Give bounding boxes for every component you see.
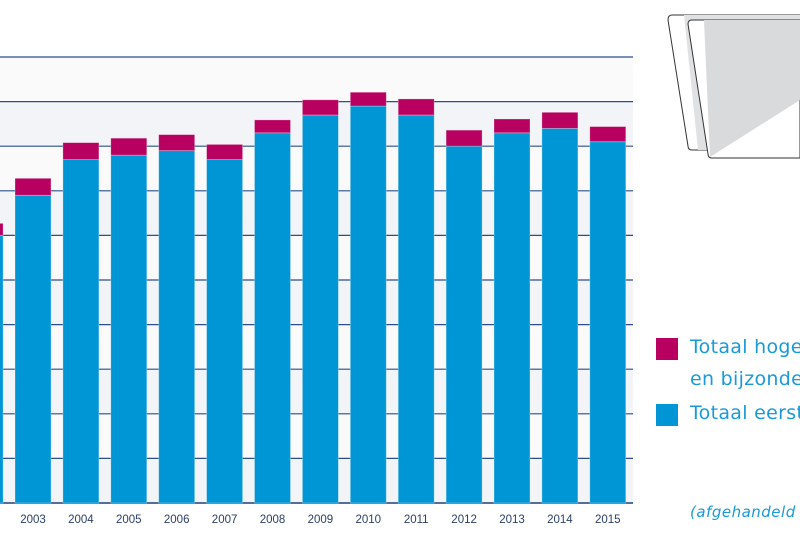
x-tick-label: 2007 (212, 514, 238, 526)
stacked-bar-chart: 2003 2004 2005 2006 2007 2008 2009 2010 2011 2012… (0, 56, 633, 526)
bar-blue-partial (0, 234, 4, 504)
x-tick-label: 2008 (260, 514, 286, 526)
legend-label-1a: Totaal hoge (690, 336, 800, 358)
legend-label-2: Totaal eerst (690, 402, 800, 424)
x-tick-label: 2012 (451, 514, 477, 526)
bar-blue-2009 (301, 114, 339, 504)
bar-magenta-2003 (14, 177, 52, 196)
legend-swatch-blue (656, 404, 678, 426)
bar-magenta-2010 (349, 91, 387, 107)
bar-magenta-2008 (254, 119, 291, 134)
bar-magenta-2005 (110, 137, 148, 156)
bar-blue-2003 (14, 194, 52, 504)
legend-swatch-magenta (656, 338, 678, 360)
bar-magenta-2004 (62, 142, 100, 160)
bar-blue-2005 (110, 154, 148, 504)
bar-blue-2010 (349, 105, 387, 504)
bar-blue-2011 (397, 114, 435, 504)
x-tick-label: 2011 (404, 514, 429, 526)
bar-blue-2004 (62, 159, 100, 504)
bar-magenta-2006 (158, 134, 196, 152)
folder-illustration (667, 14, 800, 159)
x-tick-label: 2013 (499, 514, 525, 526)
bar-magenta-2011 (397, 98, 435, 116)
bar-blue-2015 (589, 141, 627, 504)
bar-blue-2013 (493, 132, 531, 504)
bar-magenta-2012 (445, 129, 483, 147)
x-tick-label: 2014 (547, 514, 573, 526)
x-tick-label: 2006 (164, 514, 190, 526)
bar-magenta-partial (0, 222, 4, 236)
x-tick-label: 2015 (595, 514, 621, 526)
x-tick-label: 2010 (356, 514, 382, 526)
legend-label-1b: en bijzonde (690, 368, 800, 390)
bar-magenta-2014 (541, 111, 579, 129)
bar-blue-2008 (254, 132, 291, 504)
footnote: (afgehandeld (690, 503, 796, 521)
x-tick-label: 2003 (20, 514, 46, 526)
bar-magenta-2009 (301, 99, 339, 116)
x-tick-label: 2009 (308, 514, 334, 526)
bar-blue-2012 (445, 145, 483, 504)
grid-band (0, 57, 633, 102)
bar-blue-2006 (158, 150, 196, 504)
bar-magenta-2007 (206, 144, 244, 160)
bar-magenta-2015 (589, 126, 627, 143)
x-tick-label: 2005 (116, 514, 142, 526)
bar-magenta-2013 (493, 118, 531, 134)
bar-blue-2007 (206, 159, 244, 504)
x-tick-label: 2004 (68, 514, 94, 526)
bar-blue-2014 (541, 127, 579, 504)
